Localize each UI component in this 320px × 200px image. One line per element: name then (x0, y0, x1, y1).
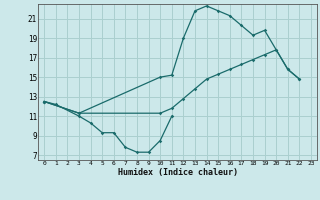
X-axis label: Humidex (Indice chaleur): Humidex (Indice chaleur) (118, 168, 238, 177)
